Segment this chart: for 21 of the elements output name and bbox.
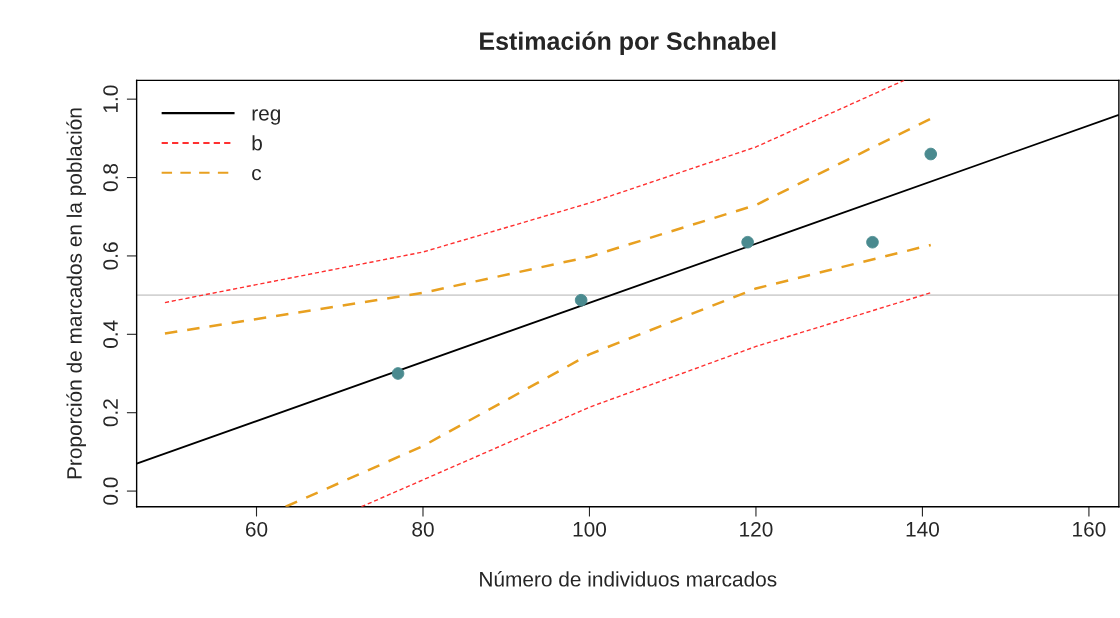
y-tick-label: 0.2 [103, 399, 118, 427]
x-axis-title: Número de individuos marcados [480, 571, 777, 587]
y-tick-label: 0.8 [103, 163, 118, 192]
x-tick-label: 100 [573, 521, 607, 537]
x-tick-label: 80 [412, 521, 434, 537]
x-tick-label: 60 [245, 521, 268, 537]
y-axis-title: Proporción de marcados en la población [66, 108, 86, 479]
y-tick-label: 0.4 [103, 320, 118, 348]
line-series [360, 292, 932, 507]
legend-label: b [252, 135, 262, 151]
y-tick-label: 0.0 [103, 477, 118, 505]
legend-label: reg [252, 109, 280, 125]
x-tick-label: 140 [906, 521, 939, 537]
legend-label: c [252, 168, 262, 181]
chart-title: Estimación por Schnabel [480, 31, 776, 55]
x-tick-label: 160 [1073, 521, 1106, 537]
y-tick-label: 0.6 [103, 242, 118, 270]
y-tick-label: 1.0 [103, 85, 118, 113]
line-series [164, 80, 905, 304]
x-tick-label: 120 [740, 521, 773, 537]
line-series [284, 243, 933, 507]
